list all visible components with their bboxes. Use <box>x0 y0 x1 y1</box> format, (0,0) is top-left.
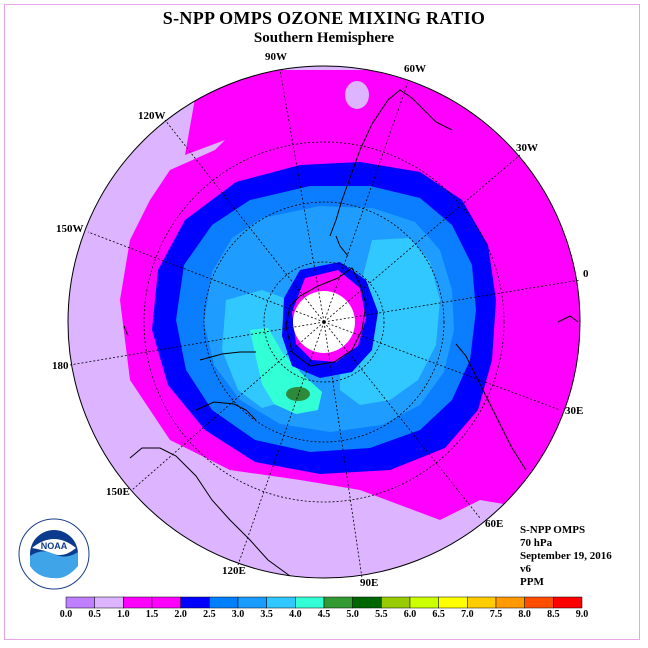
colorbar-tick-label: 4.0 <box>289 609 302 620</box>
lon-label-30e: 30E <box>565 405 584 417</box>
lon-label-120e: 120E <box>222 565 246 577</box>
lon-label-30w: 30W <box>516 142 538 154</box>
colorbar-tick-label: 3.0 <box>231 609 245 620</box>
colorbar-swatch <box>180 596 210 609</box>
colorbar-tick-label: 6.5 <box>432 609 445 620</box>
colorbar-tick-label: 5.5 <box>375 609 388 620</box>
colorbar-tick-label: 7.0 <box>461 609 474 620</box>
colorbar-tick-label: 0.0 <box>59 609 73 620</box>
lon-label-90e: 90E <box>360 577 379 589</box>
colorbar-tick-label: 3.5 <box>260 609 273 620</box>
ozone-region-4p5-5p0 <box>286 387 310 401</box>
colorbar-tick-label: 6.0 <box>403 609 417 620</box>
colorbar-tick-label: 4.5 <box>317 609 331 620</box>
info-instrument: S-NPP OMPS <box>520 524 586 536</box>
colorbar-tick-label: 8.0 <box>518 609 531 620</box>
colorbar-swatch <box>495 596 525 609</box>
lon-label-90w: 90W <box>265 51 287 63</box>
colorbar-tick-label: 1.5 <box>145 609 159 620</box>
colorbar-swatch <box>266 596 296 609</box>
coastlines <box>123 89 579 577</box>
colorbar-tick-label: 7.5 <box>489 609 503 620</box>
colorbar-swatch <box>295 596 325 609</box>
lon-label-0: 0 <box>583 268 589 280</box>
lon-label-150e: 150E <box>106 486 130 498</box>
noaa-logo: NOAA <box>18 518 90 590</box>
ozone-region-small-low <box>345 81 369 109</box>
colorbar-tick-label: 8.5 <box>547 609 560 620</box>
colorbar-swatch <box>94 596 124 609</box>
lon-label-60e: 60E <box>485 518 504 530</box>
colorbar-swatch <box>209 596 239 609</box>
colorbar-tick-label: 2.5 <box>203 609 216 620</box>
info-version: v6 <box>520 563 531 575</box>
lon-label-180: 180 <box>52 360 69 372</box>
info-date: September 19, 2016 <box>520 550 612 562</box>
figure-frame <box>4 4 640 640</box>
colorbar-swatch <box>467 596 497 609</box>
map-title: S-NPP OMPS OZONE MIXING RATIO <box>162 8 486 28</box>
colorbar-swatch <box>123 596 153 609</box>
colorbar-tick-label: 9.0 <box>575 609 589 620</box>
colorbar-swatch <box>409 596 439 609</box>
colorbar-tick-label: 0.5 <box>88 609 101 620</box>
colorbar-tick-label: 2.0 <box>174 609 187 620</box>
colorbar-swatch <box>524 596 554 609</box>
map-subtitle: Southern Hemisphere <box>253 30 395 46</box>
colorbar-tick-label: 1.0 <box>117 609 130 620</box>
colorbar-swatch <box>438 596 468 609</box>
colorbar-swatch <box>323 596 353 609</box>
colorbar <box>65 596 583 609</box>
info-units: PPM <box>520 576 544 588</box>
noaa-logo-text: NOAA <box>41 541 68 551</box>
lon-label-150w: 150W <box>56 223 84 235</box>
colorbar-swatch <box>237 596 267 609</box>
colorbar-swatch <box>151 596 181 609</box>
colorbar-swatch <box>553 596 583 609</box>
colorbar-tick-label: 5.0 <box>346 609 359 620</box>
colorbar-swatch <box>65 596 95 609</box>
lon-label-60w: 60W <box>404 63 426 75</box>
colorbar-swatch <box>381 596 411 609</box>
graticule <box>69 69 581 579</box>
lon-label-120w: 120W <box>138 110 166 122</box>
colorbar-swatch <box>352 596 382 609</box>
info-level: 70 hPa <box>520 537 553 549</box>
map-boundary <box>67 65 581 579</box>
